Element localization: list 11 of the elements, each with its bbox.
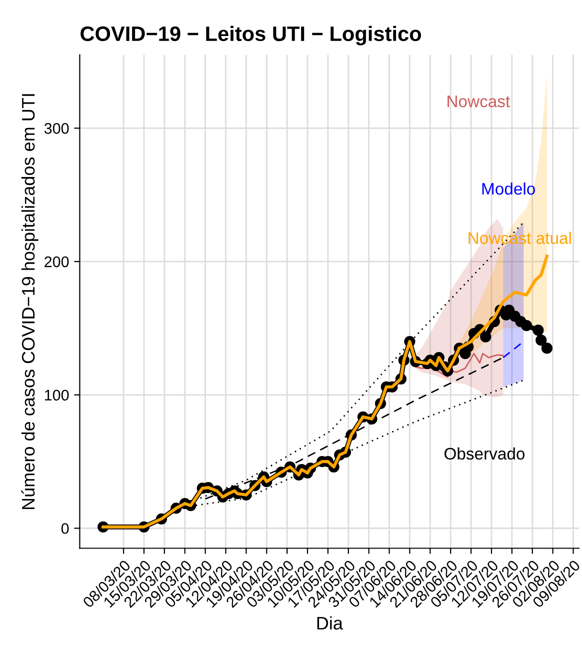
series-label: Nowcast atual bbox=[468, 232, 571, 244]
y-tick-label: 200 bbox=[44, 256, 69, 268]
y-tick-label: 300 bbox=[44, 123, 69, 134]
text: Modelo bbox=[482, 182, 535, 195]
y-axis-title: Número de casos COVID−19 hospitalizados em UTI bbox=[21, 94, 38, 510]
chart-title: COVID−19 − Leitos UTI − Logistico bbox=[80, 26, 422, 46]
text: Nowcast bbox=[448, 96, 510, 108]
text: Observado bbox=[444, 447, 525, 460]
x-axis-title: Dia bbox=[317, 616, 343, 630]
y-tick-label: 0 bbox=[61, 523, 69, 534]
y-tick-label: 100 bbox=[44, 390, 69, 401]
